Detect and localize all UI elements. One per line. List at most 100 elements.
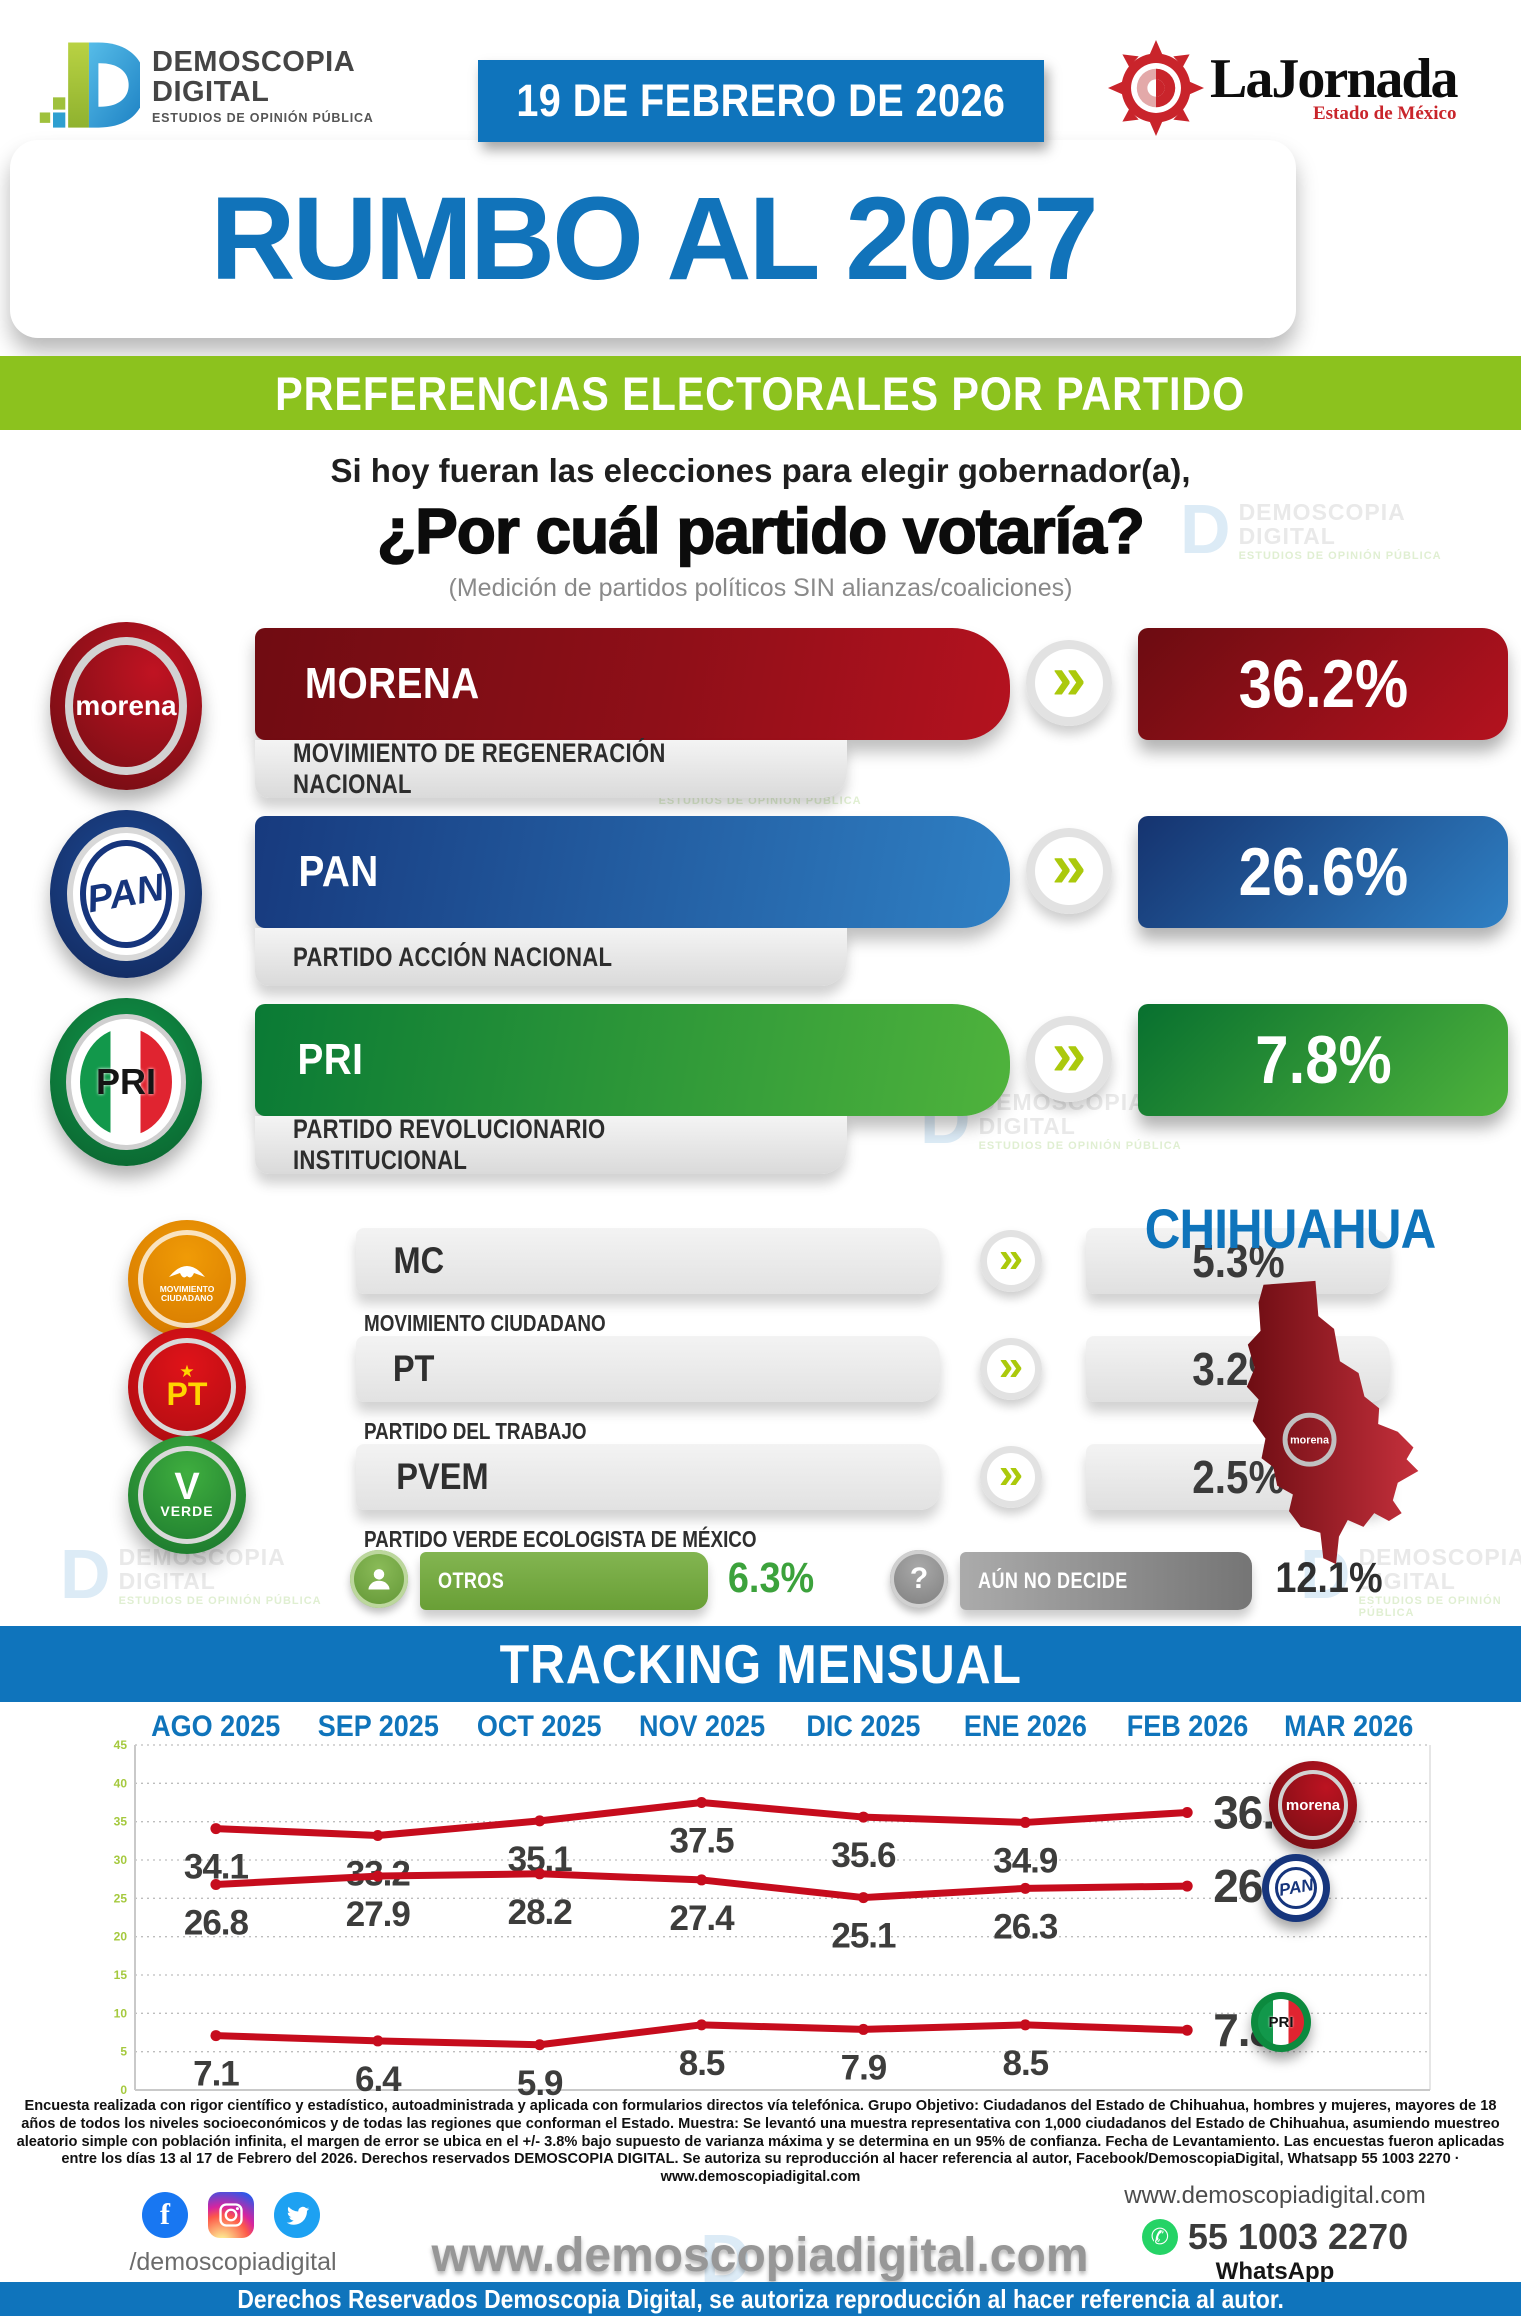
month-label: NOV 2025 <box>638 1710 765 1743</box>
series-value: 34.9 <box>993 1841 1058 1880</box>
party-fullname-pvem: PARTIDO VERDE ECOLOGISTA DE MÉXICO <box>364 1526 757 1552</box>
y-tick-label: 15 <box>114 1968 128 1982</box>
pvem-logo-icon: V VERDE <box>128 1436 246 1554</box>
y-tick-label: 30 <box>114 1853 128 1867</box>
lajornada-logo: LaJornada Estado de México <box>1108 40 1458 136</box>
y-tick-label: 10 <box>114 2006 128 2020</box>
website-url-small[interactable]: www.demoscopiadigital.com <box>1124 2182 1426 2209</box>
y-tick-label: 40 <box>114 1776 128 1790</box>
banner-text: PREFERENCIAS ELECTORALES POR PARTIDO <box>275 366 1246 420</box>
undecided-label: AÚN NO DECIDE <box>978 1568 1128 1593</box>
y-tick-label: 20 <box>114 1930 128 1944</box>
party-value-mc: 5.3% <box>1086 1228 1390 1294</box>
month-label: SEP 2025 <box>317 1710 439 1743</box>
undecided-bar: AÚN NO DECIDE <box>960 1552 1252 1610</box>
series-value: 35.6 <box>831 1836 896 1875</box>
brand-name-line2: DIGITAL <box>152 76 270 108</box>
pan-logo-icon: PAN <box>50 810 202 978</box>
map-badge-text: morena <box>1290 1435 1330 1447</box>
others-bar: OTROS <box>420 1552 708 1610</box>
tracking-title: TRACKING MENSUAL <box>499 1633 1022 1695</box>
series-value: 26.8 <box>184 1904 249 1943</box>
copyright-bar: Derechos Reservados Demoscopia Digital, … <box>0 2282 1521 2316</box>
series-value: 27.4 <box>670 1899 736 1938</box>
party-fullname-mc: MOVIMIENTO CIUDADANO <box>364 1310 606 1336</box>
y-tick-label: 35 <box>114 1815 128 1829</box>
party-abbr: PAN <box>298 847 379 896</box>
twitter-icon[interactable] <box>274 2192 320 2238</box>
party-fullname-pri: PARTIDO REVOLUCIONARIO INSTITUCIONAL <box>255 1114 847 1175</box>
whatsapp-contact: ✆ 55 1003 2270 <box>1100 2216 1450 2258</box>
title-card: RUMBO AL 2027 <box>10 140 1296 338</box>
month-labels-row: AGO 2025 SEP 2025 OCT 2025 NOV 2025 DIC 2025… <box>135 1710 1430 1744</box>
chihuahua-map: morena <box>1246 1280 1419 1565</box>
series-value: 7.1 <box>193 2055 239 2094</box>
tracking-chart: 45403530252015105034.133.235.137.535.634… <box>114 1740 1431 2100</box>
question-mark-icon: ? <box>890 1550 948 1608</box>
facebook-icon[interactable]: f <box>142 2192 188 2238</box>
party-row-pan: PAN PAN PARTIDO ACCIÓN NACIONAL » 26.6% <box>0 810 1521 1002</box>
brand-name-line1: DEMOSCOPIA <box>152 46 356 78</box>
demoscopia-d-icon <box>39 42 140 128</box>
chevron-right-icon: » <box>980 1446 1042 1508</box>
mc-logo-icon: MOVIMIENTO CIUDADANO <box>128 1220 246 1338</box>
party-row-pt: ★ PT PT PARTIDO DEL TRABAJO » 3.2% <box>0 1328 1390 1451</box>
lajornada-sun-icon <box>1108 40 1204 136</box>
series-value: 8.5 <box>1002 2044 1048 2083</box>
chevron-right-icon: » <box>1026 640 1112 726</box>
others-value: 6.3% <box>727 1554 815 1602</box>
others-undecided-row: OTROS 6.3% ? AÚN NO DECIDE 12.1% <box>0 1548 1521 1628</box>
lajornada-region: Estado de México <box>1312 103 1457 124</box>
party-bar-mc: MC <box>356 1228 940 1294</box>
series-value: 26.3 <box>993 1907 1058 1946</box>
date-badge: 19 DE FEBRERO DE 2026 <box>478 60 1044 142</box>
series-value: 37.5 <box>670 1822 735 1861</box>
whatsapp-icon: ✆ <box>1141 2219 1178 2255</box>
party-row-pvem: V VERDE PVEM PARTIDO VERDE ECOLOGISTA DE… <box>0 1436 1390 1559</box>
month-label: OCT 2025 <box>477 1710 602 1743</box>
party-row-morena: morena MORENA MOVIMIENTO DE REGENERACIÓN… <box>0 622 1521 814</box>
party-row-pri: PRI PRI PARTIDO REVOLUCIONARIO INSTITUCI… <box>0 998 1521 1190</box>
month-label: ENE 2026 <box>963 1710 1087 1743</box>
month-label: MAR 2026 <box>1284 1710 1414 1743</box>
mc-eagle-icon <box>169 1266 205 1278</box>
y-tick-label: 25 <box>114 1891 128 1905</box>
series-value: 5.9 <box>517 2064 563 2100</box>
party-bar-morena: MORENA <box>255 628 1010 740</box>
website-url-large[interactable]: www.demoscopiadigital.com <box>431 2229 1089 2282</box>
series-value: 27.9 <box>346 1895 411 1934</box>
party-value-pan: 26.6% <box>1138 816 1508 928</box>
party-value-morena: 36.2% <box>1138 628 1508 740</box>
series-value: 25.1 <box>831 1917 896 1956</box>
month-label: FEB 2026 <box>1126 1710 1248 1743</box>
series-value: 6.4 <box>355 2060 402 2099</box>
party-fullname-morena: MOVIMIENTO DE REGENERACIÓN NACIONAL <box>255 738 847 799</box>
question-line2: ¿Por cuál partido votaría? <box>376 494 1146 568</box>
party-bar-pri: PRI <box>255 1004 1010 1116</box>
others-label: OTROS <box>438 1568 505 1593</box>
chevron-right-icon: » <box>980 1338 1042 1400</box>
y-tick-label: 45 <box>114 1740 128 1752</box>
y-tick-label: 5 <box>120 2045 127 2059</box>
party-bar-pvem: PVEM <box>356 1444 940 1510</box>
tracking-band: TRACKING MENSUAL <box>0 1626 1521 1702</box>
series-value: 28.2 <box>508 1893 573 1932</box>
party-abbr: PRI <box>297 1035 364 1084</box>
series-value: 7.9 <box>841 2048 887 2087</box>
undecided-value: 12.1% <box>1275 1554 1383 1602</box>
social-handle: /demoscopiadigital <box>129 2248 337 2276</box>
pri-chart-badge: PRI <box>1251 1992 1311 2052</box>
party-bar-pan: PAN <box>255 816 1010 928</box>
pri-logo-icon: PRI <box>50 998 202 1166</box>
question-line1: Si hoy fueran las elecciones para elegir… <box>330 452 1191 489</box>
party-row-mc: MOVIMIENTO CIUDADANO MC MOVIMIENTO CIUDA… <box>0 1220 1390 1343</box>
month-label: AGO 2025 <box>151 1710 281 1743</box>
instagram-icon[interactable] <box>208 2192 254 2238</box>
party-fullname-pt: PARTIDO DEL TRABAJO <box>364 1418 587 1444</box>
chevron-right-icon: » <box>1026 1016 1112 1102</box>
lajornada-name: LaJornada <box>1210 48 1458 110</box>
phone-number: 55 1003 2270 <box>1187 2216 1409 2257</box>
date-text: 19 DE FEBRERO DE 2026 <box>516 75 1006 126</box>
copyright-text: Derechos Reservados Demoscopia Digital, … <box>237 2283 1284 2314</box>
chevron-right-icon: » <box>980 1230 1042 1292</box>
